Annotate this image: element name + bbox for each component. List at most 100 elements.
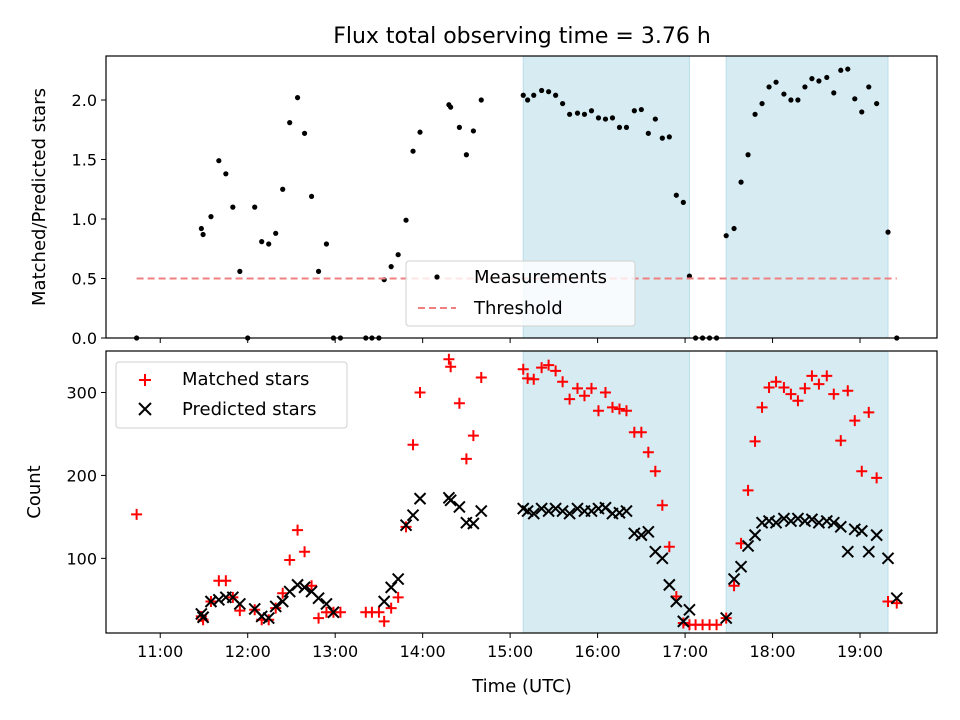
matched-stars-point <box>821 370 833 382</box>
legend-predicted-marker <box>138 402 152 416</box>
predicted-stars-point <box>399 518 413 532</box>
predicted-stars-point <box>233 597 247 611</box>
matched-stars-point <box>835 435 847 447</box>
measurements-point <box>759 100 765 107</box>
predicted-stars-point <box>727 572 741 586</box>
measurements-point <box>781 91 787 97</box>
legend-matched-label: Matched stars <box>182 369 309 390</box>
measurements-point <box>395 252 401 258</box>
matched-stars-point <box>528 373 540 385</box>
top-y-axis-label: Matched/Predicted stars <box>29 88 50 306</box>
predicted-stars-point <box>444 494 457 507</box>
bottom-y-tick-label: 300 <box>66 383 97 402</box>
measurements-point <box>520 92 526 98</box>
predicted-stars-point <box>683 603 696 616</box>
measurements-point <box>631 108 637 114</box>
measurements-point <box>852 96 858 102</box>
predicted-stars-point <box>212 593 226 607</box>
measurements-point <box>539 87 545 94</box>
bottom-y-ticks: 100 200 300 <box>66 383 106 568</box>
predicted-stars-point <box>741 539 755 553</box>
predicted-stars-point <box>769 516 783 529</box>
top-axes-frame <box>105 55 938 339</box>
measurements-point <box>609 115 616 121</box>
matched-stars-point <box>756 401 768 413</box>
measurements-point <box>831 90 837 96</box>
predicted-stars-point <box>805 513 819 526</box>
x-tick-label: 16:00 <box>575 642 621 661</box>
matched-stars-point <box>578 390 590 402</box>
predicted-stars-point <box>870 528 883 542</box>
measurements-point <box>478 97 484 103</box>
predicted-stars-point <box>734 560 748 573</box>
measurements-point <box>581 111 588 117</box>
measurements-point <box>546 89 552 95</box>
matched-stars-point <box>400 521 412 533</box>
measurements-point <box>885 229 891 235</box>
measurements-point <box>200 231 206 238</box>
matched-stars-point <box>849 415 861 427</box>
matched-stars-point <box>543 359 555 371</box>
matched-stars-point <box>313 612 325 624</box>
measurements-point <box>745 152 751 158</box>
matched-stars-point <box>649 465 661 477</box>
matched-stars-point <box>443 353 455 365</box>
predicted-stars-point <box>748 528 762 542</box>
measurements-point <box>752 111 758 117</box>
measurements-point <box>567 111 573 117</box>
predicted-stars-point <box>827 516 840 529</box>
predicted-stars-point <box>391 572 405 586</box>
top-shaded-intervals <box>522 55 889 339</box>
measurements-point <box>417 129 423 135</box>
legend-measurements-marker <box>434 274 440 280</box>
predicted-stars-point <box>556 504 569 518</box>
matched-stars-point <box>663 541 675 553</box>
matched-stars-point <box>828 388 840 400</box>
predicted-stars-point <box>542 504 555 518</box>
matched-stars-point <box>407 439 419 451</box>
predicted-stars-point <box>453 500 466 514</box>
matched-stars-point <box>550 365 562 377</box>
measurements-point <box>388 264 394 270</box>
matched-stars-point <box>806 370 818 382</box>
predicted-stars-point <box>475 504 488 518</box>
matched-stars-point <box>277 587 289 599</box>
x-tick-label: 11:00 <box>137 642 183 661</box>
measurements-point <box>766 84 772 90</box>
predicted-stars-point <box>571 502 584 515</box>
top-y-tick-label: 1.5 <box>72 151 97 170</box>
measurements-point <box>859 109 865 115</box>
matched-stars-point <box>445 361 457 373</box>
chart-title: Flux total observing time = 3.76 h <box>333 24 711 49</box>
predicted-stars-point <box>663 578 676 592</box>
measurements-point <box>738 179 744 185</box>
measurements-point <box>838 67 844 73</box>
x-tick-label: 15:00 <box>487 642 533 661</box>
measurements-point <box>259 239 265 245</box>
predicted-stars-point <box>327 606 340 619</box>
measurements-point <box>616 124 623 130</box>
legend-threshold-label: Threshold <box>473 298 563 319</box>
matched-stars-point <box>792 395 804 407</box>
measurements-point <box>659 135 665 141</box>
measurements-point <box>795 97 801 103</box>
x-tick-label: 19:00 <box>837 642 883 661</box>
predicted-stars-point <box>834 520 847 534</box>
matched-stars-point <box>270 602 282 614</box>
measurements-point <box>866 84 872 90</box>
predicted-stars-point <box>635 528 648 542</box>
predicted-stars-point <box>195 607 208 621</box>
bottom-axes-frame <box>105 350 938 634</box>
matched-stars-point <box>742 484 754 496</box>
matched-stars-point <box>620 405 632 417</box>
matched-stars-point <box>882 595 894 607</box>
bottom-y-tick-label: 200 <box>66 466 97 485</box>
measurements-point <box>410 148 416 154</box>
top-y-tick-label: 0.0 <box>72 329 97 348</box>
x-tick-label: 18:00 <box>749 642 795 661</box>
predicted-stars-point <box>642 525 655 539</box>
measurements-point <box>731 225 737 232</box>
measurements-point <box>553 92 559 98</box>
matched-stars-point <box>284 554 296 566</box>
